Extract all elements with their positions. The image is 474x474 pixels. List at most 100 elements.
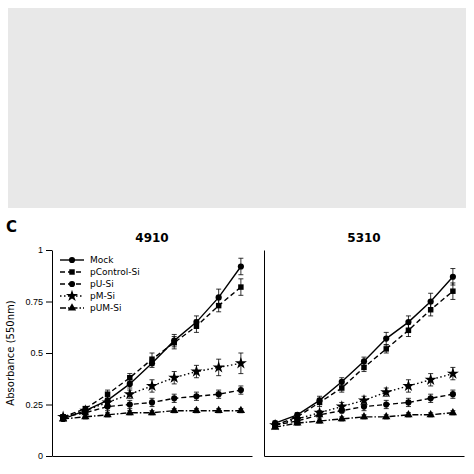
error-bar-cap xyxy=(238,274,243,275)
error-bar-cap xyxy=(362,404,367,405)
x-axis xyxy=(53,456,253,457)
error-bar-cap xyxy=(384,344,389,345)
marker xyxy=(193,393,199,399)
error-bar xyxy=(428,304,433,316)
series-line xyxy=(63,266,241,418)
marker xyxy=(148,408,156,415)
error-bar xyxy=(362,363,367,371)
error-bar-cap xyxy=(406,324,411,325)
series-line xyxy=(63,390,241,417)
series xyxy=(60,258,244,422)
error-bar-cap xyxy=(150,398,155,399)
error-bar xyxy=(172,394,177,402)
error-bar-cap xyxy=(238,278,243,279)
marker xyxy=(360,412,368,419)
marker xyxy=(383,335,389,341)
y-axis-line xyxy=(52,251,53,457)
error-bar-cap xyxy=(216,359,221,360)
y-tick-label: 0.75 xyxy=(25,297,43,307)
series xyxy=(59,406,245,421)
marker xyxy=(194,323,199,328)
chart: 5310 xyxy=(265,231,465,457)
error-bar-cap xyxy=(384,400,389,401)
error-bar-cap xyxy=(339,410,344,411)
legend-marker xyxy=(69,257,75,263)
error-bar-cap xyxy=(384,353,389,354)
error-bar xyxy=(194,320,199,332)
x-axis xyxy=(265,456,465,457)
error-bar-cap xyxy=(172,334,177,335)
title: 5310 xyxy=(347,231,380,245)
plot-area xyxy=(57,258,247,422)
marker xyxy=(383,401,389,407)
marker xyxy=(57,411,69,422)
error-bar-cap xyxy=(428,303,433,304)
error-bar-cap xyxy=(216,311,221,312)
legend-marker xyxy=(69,269,74,274)
error-bar-cap xyxy=(194,315,199,316)
error-bar xyxy=(450,390,455,398)
marker xyxy=(149,356,154,361)
marker xyxy=(269,419,281,430)
marker xyxy=(428,395,434,401)
series xyxy=(269,367,459,430)
error-bar xyxy=(150,398,155,406)
marker xyxy=(146,380,158,391)
error-bar-cap xyxy=(105,406,110,407)
error-bar-cap xyxy=(194,392,199,393)
error-bar-cap xyxy=(105,390,110,391)
series xyxy=(271,408,457,430)
error-bar-cap xyxy=(172,348,177,349)
error-bar-cap xyxy=(238,385,243,386)
y-tick-label: 0 xyxy=(38,451,43,461)
error-bar-cap xyxy=(362,357,367,358)
y-axis xyxy=(264,251,265,457)
marker xyxy=(315,416,323,423)
error-bar-cap xyxy=(428,394,433,395)
error-bar-cap xyxy=(216,398,221,399)
error-bar xyxy=(450,269,455,285)
series-line xyxy=(275,394,453,425)
marker xyxy=(149,399,155,405)
series-line xyxy=(275,277,453,423)
error-bar-cap xyxy=(450,282,455,283)
error-bar xyxy=(450,283,455,299)
error-bar-cap xyxy=(238,295,243,296)
y-tick: 0.25 xyxy=(25,400,52,410)
legend-entry: Mock xyxy=(60,255,114,265)
y-tick-mark xyxy=(46,250,52,251)
error-bar-cap xyxy=(150,367,155,368)
error-bar xyxy=(194,392,199,400)
y-tick-label: 1 xyxy=(38,245,43,255)
marker xyxy=(361,358,367,364)
marker xyxy=(428,307,433,312)
error-bar-cap xyxy=(238,353,243,354)
series xyxy=(272,283,455,428)
error-bar-cap xyxy=(362,410,367,411)
marker xyxy=(402,380,414,391)
error-bar-cap xyxy=(384,344,389,345)
marker xyxy=(216,294,222,300)
marker xyxy=(168,371,180,382)
legend-marker xyxy=(69,281,75,287)
error-bar xyxy=(216,299,221,311)
error-bar-cap xyxy=(406,406,411,407)
error-bar xyxy=(317,398,322,406)
marker xyxy=(338,414,346,421)
error-bar-cap xyxy=(194,320,199,321)
marker xyxy=(127,381,133,387)
legend-entry: pU-Si xyxy=(60,279,114,289)
error-bar-cap xyxy=(339,383,344,384)
error-bar-cap xyxy=(317,396,322,397)
marker xyxy=(238,387,244,393)
marker xyxy=(293,418,301,425)
error-bar-cap xyxy=(127,373,132,374)
series xyxy=(60,279,243,420)
error-bar-cap xyxy=(428,402,433,403)
marker xyxy=(127,375,132,380)
x-axis-line xyxy=(53,456,253,457)
error-bar xyxy=(384,345,389,353)
error-bar xyxy=(406,398,411,406)
error-bar-cap xyxy=(150,353,155,354)
legend-marker xyxy=(66,290,78,301)
